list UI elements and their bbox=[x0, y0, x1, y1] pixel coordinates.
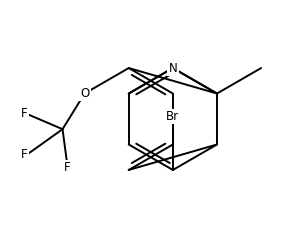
Text: Br: Br bbox=[166, 110, 179, 123]
Text: F: F bbox=[21, 107, 28, 120]
Text: N: N bbox=[168, 62, 177, 74]
Text: F: F bbox=[64, 161, 71, 174]
Text: O: O bbox=[80, 87, 89, 100]
Text: F: F bbox=[21, 148, 28, 161]
